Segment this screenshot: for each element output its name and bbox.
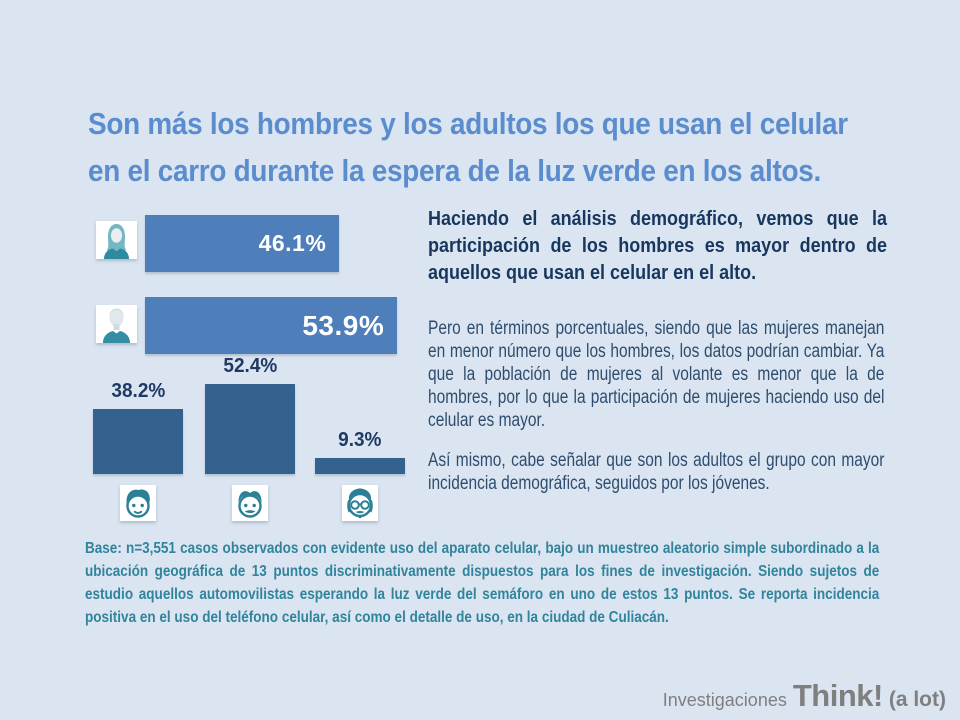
base-note: Base: n=3,551 casos observados con evide… <box>85 540 880 626</box>
bar-mujeres-value: 46.1% <box>258 230 327 256</box>
branding-logo-text: Think! <box>792 678 884 713</box>
branding-prefix: Investigaciones <box>662 690 787 710</box>
page-title-line1: Son más los hombres y los adultos los qu… <box>88 106 848 141</box>
analysis-lead-paragraph: Haciendo el análisis demográfico, vemos … <box>428 208 887 284</box>
male-avatar-icon <box>96 305 137 343</box>
bar-mujeres-fill: 46.1% <box>145 215 340 272</box>
bar-hombres-fill: 53.9% <box>145 297 398 354</box>
branding: Investigaciones Think! (a lot) <box>663 678 946 714</box>
bar-jovenes-fill <box>93 409 183 474</box>
female-avatar-icon <box>96 221 137 259</box>
bar-adultos-value: 52.4% <box>223 355 277 377</box>
page-title-line2: en el carro durante la espera de la luz … <box>88 153 822 188</box>
analysis-paragraph-2: Pero en términos porcentuales, siendo qu… <box>428 318 885 431</box>
elder-face-icon <box>342 485 378 521</box>
bar-mayores-value: 9.3% <box>338 429 382 451</box>
page-title: Son más los hombres y los adultos los qu… <box>88 100 932 194</box>
adult-face-icon <box>232 485 268 521</box>
bar-mayores-fill <box>315 458 405 474</box>
bar-jovenes-value: 38.2% <box>111 380 165 402</box>
bar-adultos-fill <box>205 384 295 474</box>
branding-suffix: (a lot) <box>888 688 946 711</box>
bar-hombres-value: 53.9% <box>302 309 385 341</box>
young-face-icon <box>120 485 156 521</box>
analysis-paragraph-3: Así mismo, cabe señalar que son los adul… <box>428 450 885 494</box>
bar-adultos: 52.4% <box>205 339 295 474</box>
bar-jovenes: 38.2% <box>93 339 183 474</box>
bar-hombres: 53.9% <box>145 297 398 354</box>
bar-mayores: 9.3% <box>315 339 405 474</box>
bar-mujeres: 46.1% <box>145 215 398 272</box>
